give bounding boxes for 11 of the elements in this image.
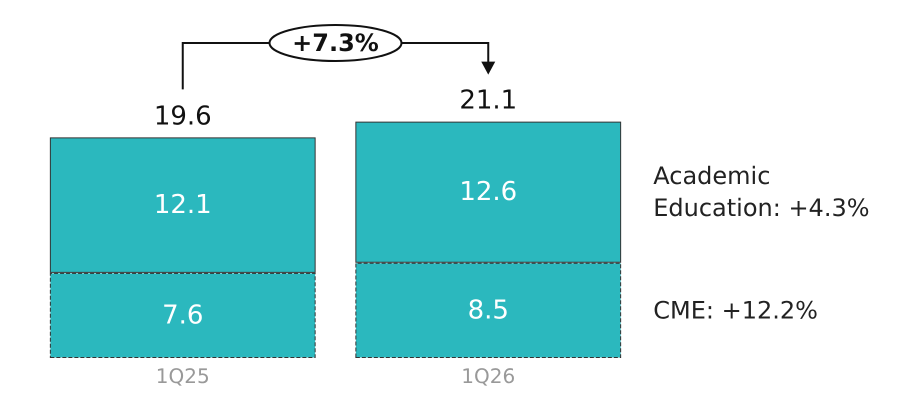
x-tick-label: 1Q26 [461,364,516,388]
data-label: 7.6 [162,300,204,330]
series-label: Academic Education: +4.3% [653,162,870,222]
data-label: 12.6 [459,177,518,208]
data-label: 12.1 [154,190,212,220]
total-label: 21.1 [459,86,518,116]
text: +7.3% [292,29,379,57]
data-label: 8.5 [468,295,509,326]
x-tick-label: 1Q25 [156,364,210,388]
total-label: 19.6 [154,101,212,132]
series-label: CME: +12.2% [653,296,818,324]
